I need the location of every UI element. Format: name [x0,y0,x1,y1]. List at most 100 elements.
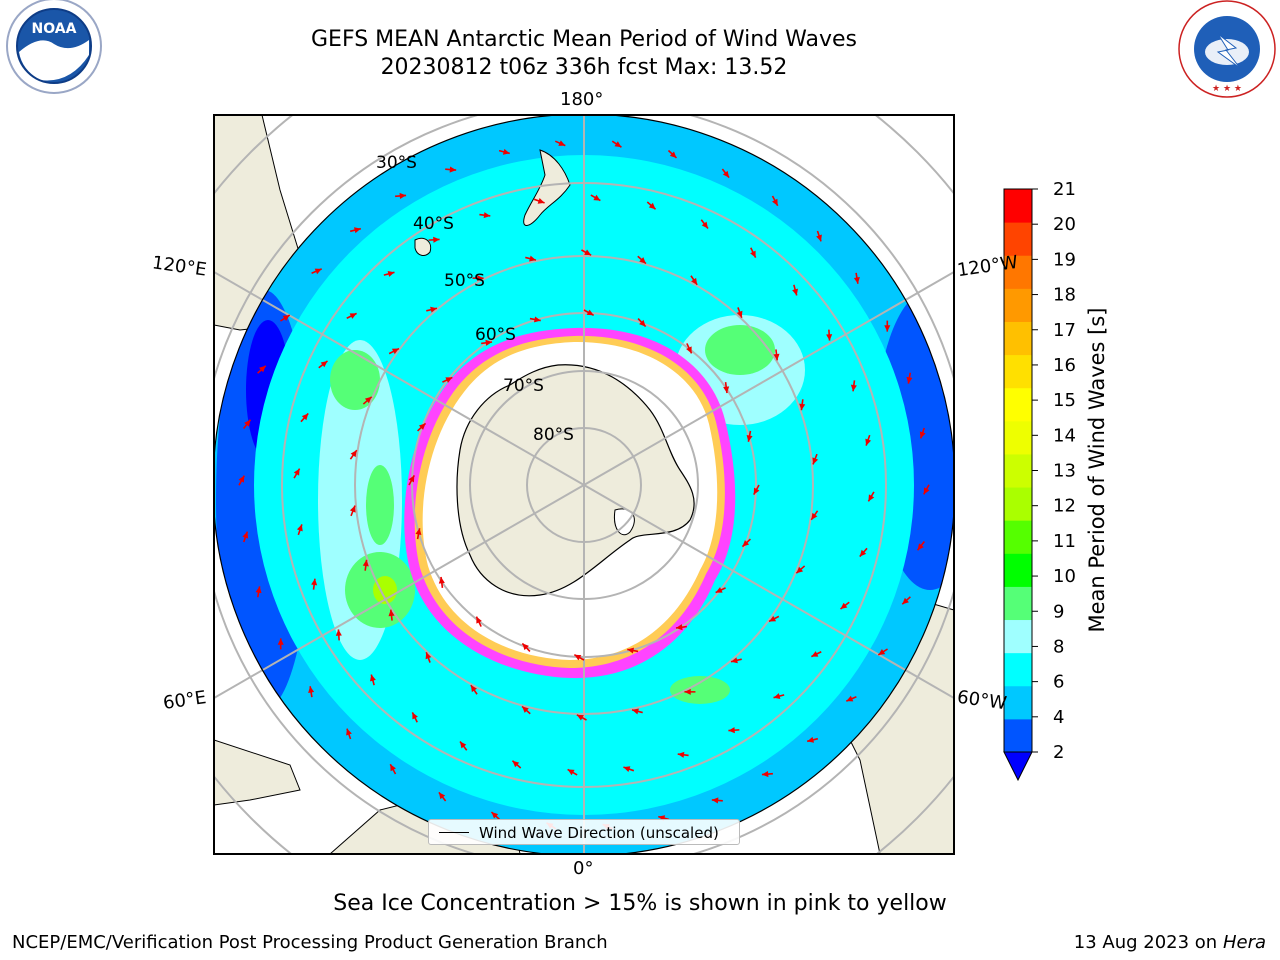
colorbar-tick-label: 12 [1053,496,1076,517]
wave-direction-arrow-head [753,487,760,495]
wave-direction-arrow-head [614,141,622,148]
lon-label-0: 0° [573,858,594,879]
wave-direction-arrow-head [399,192,407,199]
wave-direction-arrow-head [772,198,778,206]
tasmania [414,237,432,256]
footer-host: Hera [1222,932,1266,953]
wave-direction-arrow-head [593,194,601,201]
colorbar-tick-label: 14 [1053,425,1076,446]
lat-label-70s: 70°S [503,376,544,396]
wave-direction-arrow-head [816,234,822,242]
wave-direction-arrow-head [293,468,300,476]
wave-direction-arrow-head [353,227,361,234]
colorbar-segment [1004,619,1032,654]
wave-direction-arrow-head [769,615,777,622]
wave-direction-arrow-head [746,434,753,442]
wave-direction-arrow-head [796,566,804,574]
colorbar-tick-label: 8 [1053,636,1064,657]
colorbar-tick-label: 20 [1053,214,1076,235]
wave-direction-arrow-head [408,475,415,483]
legend-label: Wind Wave Direction (unscaled) [479,824,719,842]
colorbar-segment [1004,189,1032,223]
wave-direction-arrow-head [902,597,909,605]
wave-direction-arrow-head [811,651,819,657]
wave-direction-arrow-head [282,315,290,322]
wave-direction-arrow-head [522,643,529,651]
colorbar-tick-label: 6 [1053,672,1064,693]
nws-logo: ★ ★ ★ [1178,0,1276,98]
colorbar-segment [1004,255,1032,289]
wave-direction-arrow-head [846,695,854,702]
wave-direction-arrow-head [438,576,445,584]
wave-direction-arrow-head [701,221,708,229]
wave-direction-arrow-head [445,377,453,383]
wave-direction-arrow-head [558,140,566,146]
wave-direction-arrow-head [485,339,493,346]
wave-direction-arrow-head [826,334,833,341]
wave-direction-arrow-head [533,316,541,323]
colorbar-tick-label: 15 [1053,390,1076,411]
wave-direction-arrow-head [669,151,677,158]
colorbar-segment [1004,354,1032,389]
wave-direction-arrow-head [586,309,594,316]
wave-direction-arrow-head [346,728,352,736]
wave-direction-arrow-head [296,524,303,532]
wave-direction-arrow-head [859,549,867,557]
wave-direction-arrow-head [512,760,520,768]
wave-direction-arrow-head [623,766,631,773]
colorbar-segment [1004,652,1032,687]
wave-direction-arrow-head [350,450,357,458]
wave-direction-arrow-head [840,602,848,609]
colorbar-tick-label: 11 [1053,531,1076,552]
wave-direction-arrow-head [430,306,437,313]
colorbar-segment [1004,321,1032,356]
wave-direction-arrow-head [308,686,315,693]
colorbar-segment [1004,685,1032,720]
wave-direction-arrow-head [242,531,249,539]
wave-direction-arrow-head [632,708,639,715]
lat-label-60s: 60°S [475,325,516,345]
colorbar-segment [1004,222,1032,256]
colorbar-tick-label: 17 [1053,320,1076,341]
colorbar-segment [1004,487,1032,521]
wave-direction-arrow-head [364,396,372,404]
wave-direction-arrow-head [742,540,750,547]
wave-direction-arrow-head [919,431,926,439]
wave-direction-arrow-head [522,706,529,713]
colorbar-segment [1004,453,1032,488]
wave-direction-arrow-head [418,423,426,430]
wave-direction-arrow-head [773,693,781,700]
wave-direction-arrow-head [277,638,284,645]
wave-direction-arrow-head [460,741,467,749]
wave-direction-arrow-head [387,270,395,277]
wave-direction-arrow-head [362,559,369,567]
wave-direction-arrow-head [301,413,309,421]
wave-direction-arrow-head [884,325,891,332]
footer-producer: NCEP/EMC/Verification Post Processing Pr… [12,932,608,953]
colorbar-extend-triangle [1003,751,1033,782]
wave-direction-arrow-head [529,255,536,262]
wave-direction-arrow-head [390,764,396,772]
wave-direction-arrow-head [850,384,857,392]
wave-direction-arrow-head [349,505,356,513]
wave-direction-arrow-head [677,751,685,758]
wave-direction-arrow-head [320,361,328,368]
wave-direction-arrow-head [675,624,683,631]
wave-direction-arrow-head [711,797,719,804]
wave-direction-arrow-head [853,277,860,284]
wave-direction-arrow-head [923,487,930,495]
wave-direction-arrow-head [715,587,723,593]
wave-direction-arrow-head [574,654,582,661]
wave-direction-arrow-head [639,319,646,327]
footer-date-text: 13 Aug 2023 on [1073,932,1218,953]
wave-direction-arrow-head [722,170,730,178]
noaa-logo: NOAA [6,0,102,94]
wave-direction-arrow-head [255,586,262,594]
colorbar-tick-label: 4 [1053,707,1064,728]
wave-direction-arrow-head [648,202,656,210]
wave-direction-arrow-head [470,685,477,693]
wave-direction-arrow-head [684,688,691,695]
lat-label-30s: 30°S [376,153,417,173]
wave-direction-arrow-head [502,148,510,155]
wave-direction-arrow-head [731,657,738,664]
